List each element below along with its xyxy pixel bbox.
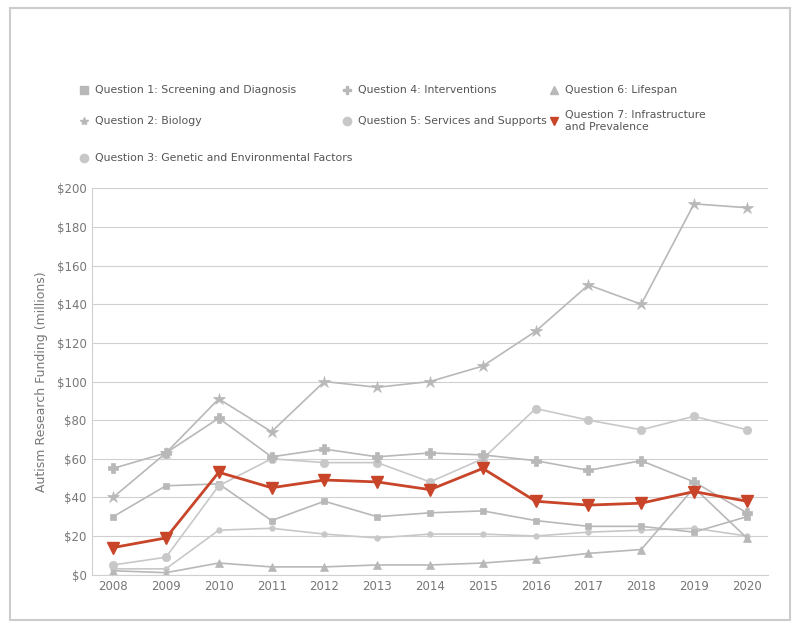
Text: Question 1: Screening and Diagnosis: Question 1: Screening and Diagnosis bbox=[94, 85, 296, 95]
Y-axis label: Autism Research Funding (millions): Autism Research Funding (millions) bbox=[35, 271, 48, 492]
Text: Question 3: Genetic and Environmental Factors: Question 3: Genetic and Environmental Fa… bbox=[94, 153, 352, 163]
Text: Question 7: Infrastructure
and Prevalence: Question 7: Infrastructure and Prevalenc… bbox=[565, 110, 706, 132]
Text: Question 6: Lifespan: Question 6: Lifespan bbox=[565, 85, 677, 95]
Text: Question 5: Services and Supports: Question 5: Services and Supports bbox=[358, 116, 547, 126]
Text: Question 4: Interventions: Question 4: Interventions bbox=[358, 85, 497, 95]
Text: Question 2: Biology: Question 2: Biology bbox=[94, 116, 202, 126]
Text: Question 7: 2008-2020 Autism Research Funding: Question 7: 2008-2020 Autism Research Fu… bbox=[153, 28, 647, 46]
